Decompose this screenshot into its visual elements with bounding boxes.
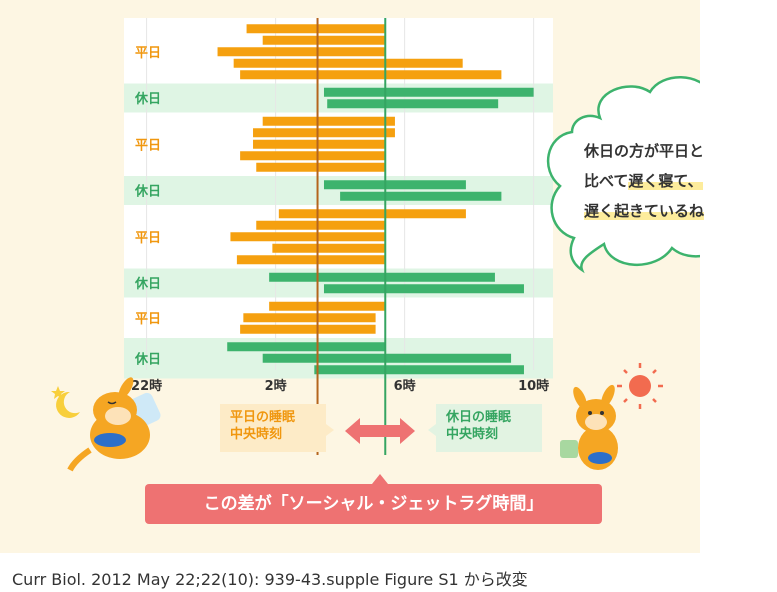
bubble-line2-pre: 比べて xyxy=(584,172,629,190)
sleep-bar-0-0 xyxy=(246,24,386,34)
double-arrow-icon xyxy=(345,418,415,444)
sleep-bar-0-1 xyxy=(262,35,386,45)
sleep-bars xyxy=(217,24,534,375)
sleep-bar-4-4 xyxy=(236,255,386,265)
speech-bubble xyxy=(546,76,700,274)
bubble-line2-highlight: 遅く寝て、 xyxy=(628,172,703,190)
moon-icon xyxy=(51,386,80,418)
sleep-bar-4-3 xyxy=(272,243,386,253)
sleep-bar-7-2 xyxy=(314,365,524,375)
weekday-pill-pointer xyxy=(326,424,334,436)
source-citation: Curr Biol. 2012 May 22;22(10): 939-43.su… xyxy=(12,570,528,589)
bubble-line3-highlight: 遅く起きているね xyxy=(584,202,705,220)
bubble-line3: 遅く起きているね xyxy=(584,196,764,226)
sleep-bar-3-0 xyxy=(323,180,466,190)
row-label-3: 休日 xyxy=(134,184,161,200)
sleep-bar-4-1 xyxy=(256,220,386,230)
sun-icon xyxy=(617,363,663,409)
row-label-4: 平日 xyxy=(135,231,161,246)
tick-label-0: 22時 xyxy=(131,378,162,394)
row-label-2: 平日 xyxy=(135,138,161,153)
tick-label-2: 6時 xyxy=(394,378,416,394)
sleep-bar-0-3 xyxy=(233,58,463,68)
sleep-bar-0-2 xyxy=(217,47,386,57)
bubble-line2: 比べて遅く寝て、 xyxy=(584,166,764,196)
illustration-panel: 平日 休日 平日 休日 平日 休日 平日 休日 22時 2時 6時 10時 xyxy=(0,0,705,553)
sleep-bar-3-1 xyxy=(340,191,502,201)
banner-pointer xyxy=(372,474,388,484)
row-label-1: 休日 xyxy=(134,91,161,107)
row-label-0: 平日 xyxy=(135,46,161,61)
weekend-midpoint-label: 休日の睡眠 中央時刻 xyxy=(436,404,542,452)
sleep-bar-2-2 xyxy=(253,139,386,149)
row-label-6: 平日 xyxy=(135,312,161,327)
row-label-7: 休日 xyxy=(134,351,161,367)
sleep-bar-5-0 xyxy=(269,272,495,282)
sleep-bar-1-1 xyxy=(327,99,499,109)
sleep-bar-5-1 xyxy=(323,284,524,294)
bubble-line1: 休日の方が平日と xyxy=(584,142,705,160)
sleep-bar-2-4 xyxy=(256,162,386,172)
sleep-bar-6-2 xyxy=(240,324,376,334)
social-jetlag-banner: この差が「ソーシャル・ジェットラグ時間」 xyxy=(145,484,602,524)
sleep-bar-4-0 xyxy=(278,209,466,219)
reference-lines xyxy=(316,18,387,455)
sleep-bar-7-0 xyxy=(227,342,386,352)
sleep-bar-2-0 xyxy=(262,116,395,126)
weekend-pill-pointer xyxy=(428,424,436,436)
sleep-bar-6-0 xyxy=(269,301,386,311)
sleep-bar-1-0 xyxy=(323,87,534,97)
weekday-midpoint-line1: 平日の睡眠 xyxy=(230,410,296,425)
weekday-midpoint-line2: 中央時刻 xyxy=(230,427,283,442)
sleep-bar-7-1 xyxy=(262,353,512,363)
bubble-text: 休日の方が平日と 比べて遅く寝て、 遅く起きているね xyxy=(584,136,764,226)
sleep-bar-0-4 xyxy=(240,70,502,80)
sleeping-kangaroo xyxy=(67,377,161,472)
weekend-midpoint-line1: 休日の睡眠 xyxy=(446,410,512,425)
tick-label-3: 10時 xyxy=(518,378,549,394)
waking-kangaroo xyxy=(560,384,618,470)
sleep-bar-4-2 xyxy=(230,232,386,242)
sleep-bar-2-3 xyxy=(240,151,386,161)
weekend-midpoint-line2: 中央時刻 xyxy=(446,427,499,442)
sleep-bar-6-1 xyxy=(243,313,376,323)
sleep-bar-2-1 xyxy=(253,128,395,138)
weekday-midpoint-label: 平日の睡眠 中央時刻 xyxy=(220,404,326,452)
tick-label-1: 2時 xyxy=(265,378,287,394)
row-label-5: 休日 xyxy=(134,276,161,292)
x-axis-ticks: 22時 2時 6時 10時 xyxy=(131,378,549,394)
